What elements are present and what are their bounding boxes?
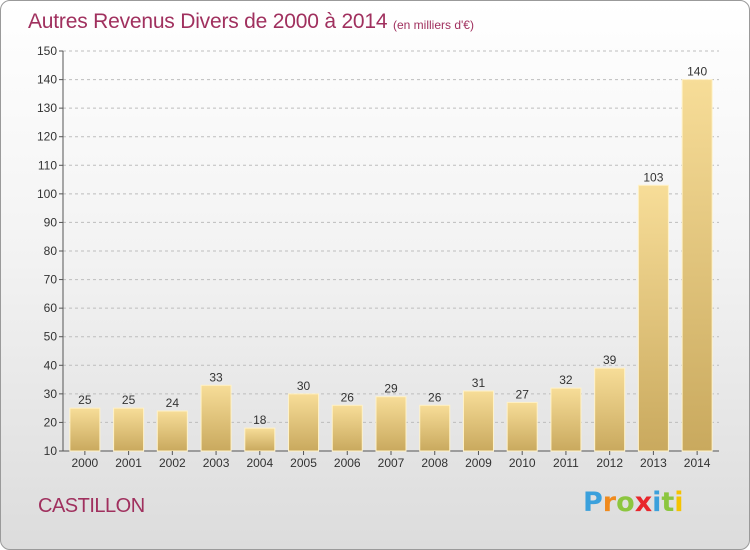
bar-value-label: 140 — [687, 65, 707, 79]
bar-value-label: 32 — [559, 373, 573, 387]
x-tick-label: 2010 — [509, 456, 536, 470]
bar — [331, 404, 363, 452]
y-tick-label: 30 — [44, 387, 58, 401]
bar-value-label: 27 — [516, 387, 530, 401]
x-tick-label: 2014 — [684, 456, 711, 470]
commune-name: CASTILLON — [38, 495, 145, 517]
y-tick-label: 80 — [44, 244, 58, 258]
bar — [462, 390, 494, 452]
bar-value-label: 24 — [166, 396, 180, 410]
bar — [69, 407, 101, 452]
bar-value-label: 33 — [209, 370, 223, 384]
bar-value-label: 29 — [384, 382, 398, 396]
logo-letter: i — [674, 487, 684, 518]
x-tick-label: 2003 — [203, 456, 230, 470]
bar — [637, 184, 669, 452]
bar — [375, 396, 407, 452]
bar-value-label: 30 — [297, 379, 311, 393]
y-tick-label: 20 — [44, 415, 58, 429]
y-tick-label: 120 — [37, 130, 57, 144]
x-tick-label: 2005 — [290, 456, 317, 470]
x-tick-label: 2002 — [159, 456, 186, 470]
bar-value-label: 25 — [122, 393, 136, 407]
chart-title: Autres Revenus Divers de 2000 à 2014 — [28, 10, 388, 33]
y-tick-label: 130 — [37, 101, 57, 115]
logo-letter: P — [583, 487, 603, 518]
bar-value-label: 103 — [643, 170, 663, 184]
x-tick-label: 2007 — [378, 456, 405, 470]
x-tick-label: 2004 — [246, 456, 273, 470]
bar-value-label: 26 — [428, 390, 442, 404]
y-tick-label: 40 — [44, 358, 58, 372]
x-tick-label: 2001 — [115, 456, 142, 470]
y-tick-label: 70 — [44, 273, 58, 287]
bar — [550, 387, 582, 452]
logo-letter: o — [616, 487, 635, 518]
x-tick-label: 2012 — [596, 456, 623, 470]
x-tick-label: 2011 — [553, 456, 579, 470]
x-tick-label: 2008 — [421, 456, 448, 470]
x-tick-label: 2009 — [465, 456, 492, 470]
bar — [594, 367, 626, 452]
bar — [113, 407, 145, 452]
bar-value-label: 25 — [78, 393, 92, 407]
y-tick-label: 150 — [37, 44, 57, 58]
chart-unit-note: (en milliers d'€) — [393, 18, 474, 32]
bar — [244, 427, 276, 452]
bar — [288, 393, 320, 452]
bar — [506, 401, 538, 452]
proxiti-logo[interactable]: Proxiti — [583, 487, 684, 518]
bar — [200, 384, 232, 452]
bar — [419, 404, 451, 452]
bar — [156, 410, 188, 452]
logo-letter: t — [661, 487, 675, 518]
y-tick-label: 60 — [44, 301, 58, 315]
bar-value-label: 26 — [341, 390, 355, 404]
bar-value-label: 39 — [603, 353, 617, 367]
x-tick-label: 2006 — [334, 456, 361, 470]
y-tick-label: 10 — [44, 444, 58, 458]
bar-value-label: 31 — [472, 376, 486, 390]
bar-value-label: 18 — [253, 413, 267, 427]
logo-letter: i — [652, 487, 662, 518]
y-tick-label: 110 — [38, 158, 57, 172]
y-tick-label: 100 — [37, 187, 57, 201]
x-tick-label: 2000 — [72, 456, 99, 470]
bar — [681, 79, 713, 452]
y-tick-label: 140 — [37, 73, 57, 87]
logo-letter: x — [634, 487, 653, 518]
logo-letter: r — [602, 487, 617, 518]
y-tick-label: 90 — [44, 215, 58, 229]
y-tick-label: 50 — [44, 330, 58, 344]
x-tick-label: 2013 — [640, 456, 667, 470]
